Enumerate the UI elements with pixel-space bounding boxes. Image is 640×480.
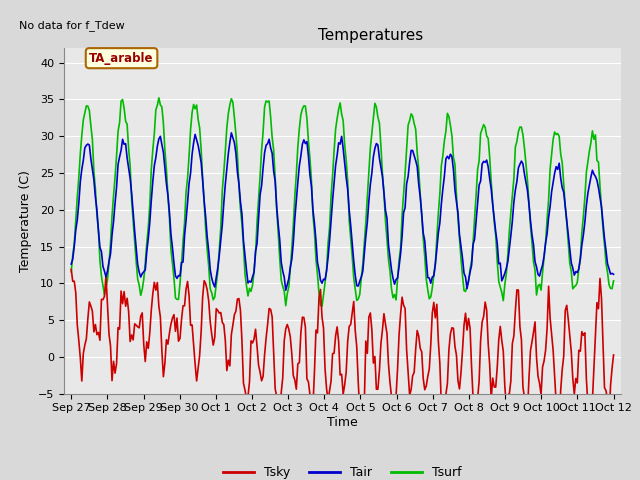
Tsurf — [318, 303, 326, 309]
Text: TA_arable: TA_arable — [90, 52, 154, 65]
Tsurf — [258, 147, 266, 153]
Tair — [134, 262, 141, 267]
Tsky — [134, 324, 141, 330]
Line: Tsurf: Tsurf — [71, 98, 614, 306]
Y-axis label: Temperature (C): Temperature (C) — [19, 170, 33, 272]
Tsky — [247, 338, 255, 344]
Tsky — [276, 425, 284, 431]
Tsurf — [67, 269, 75, 275]
Title: Temperatures: Temperatures — [317, 28, 423, 43]
X-axis label: Time: Time — [327, 416, 358, 429]
Line: Tair: Tair — [71, 133, 614, 290]
Tair — [308, 183, 316, 189]
Tair — [610, 271, 618, 277]
Tsky — [610, 352, 618, 358]
Legend: Tsky, Tair, Tsurf: Tsky, Tair, Tsurf — [218, 461, 467, 480]
Tair — [230, 140, 238, 145]
Tsurf — [610, 278, 618, 284]
Tair — [258, 183, 266, 189]
Tsurf — [155, 95, 163, 101]
Tsurf — [582, 169, 590, 175]
Tair — [249, 274, 257, 280]
Tsky — [229, 322, 237, 328]
Text: No data for f_Tdew: No data for f_Tdew — [19, 20, 125, 31]
Tsurf — [230, 115, 238, 120]
Tair — [582, 203, 590, 208]
Tair — [228, 130, 236, 136]
Tair — [282, 288, 289, 293]
Tsky — [306, 392, 314, 397]
Tsurf — [306, 156, 314, 161]
Line: Tsky: Tsky — [71, 269, 614, 428]
Tair — [67, 261, 75, 267]
Tsurf — [134, 276, 141, 282]
Tsky — [256, 369, 264, 375]
Tsky — [581, 330, 589, 336]
Tsurf — [249, 282, 257, 288]
Tsky — [67, 266, 75, 272]
